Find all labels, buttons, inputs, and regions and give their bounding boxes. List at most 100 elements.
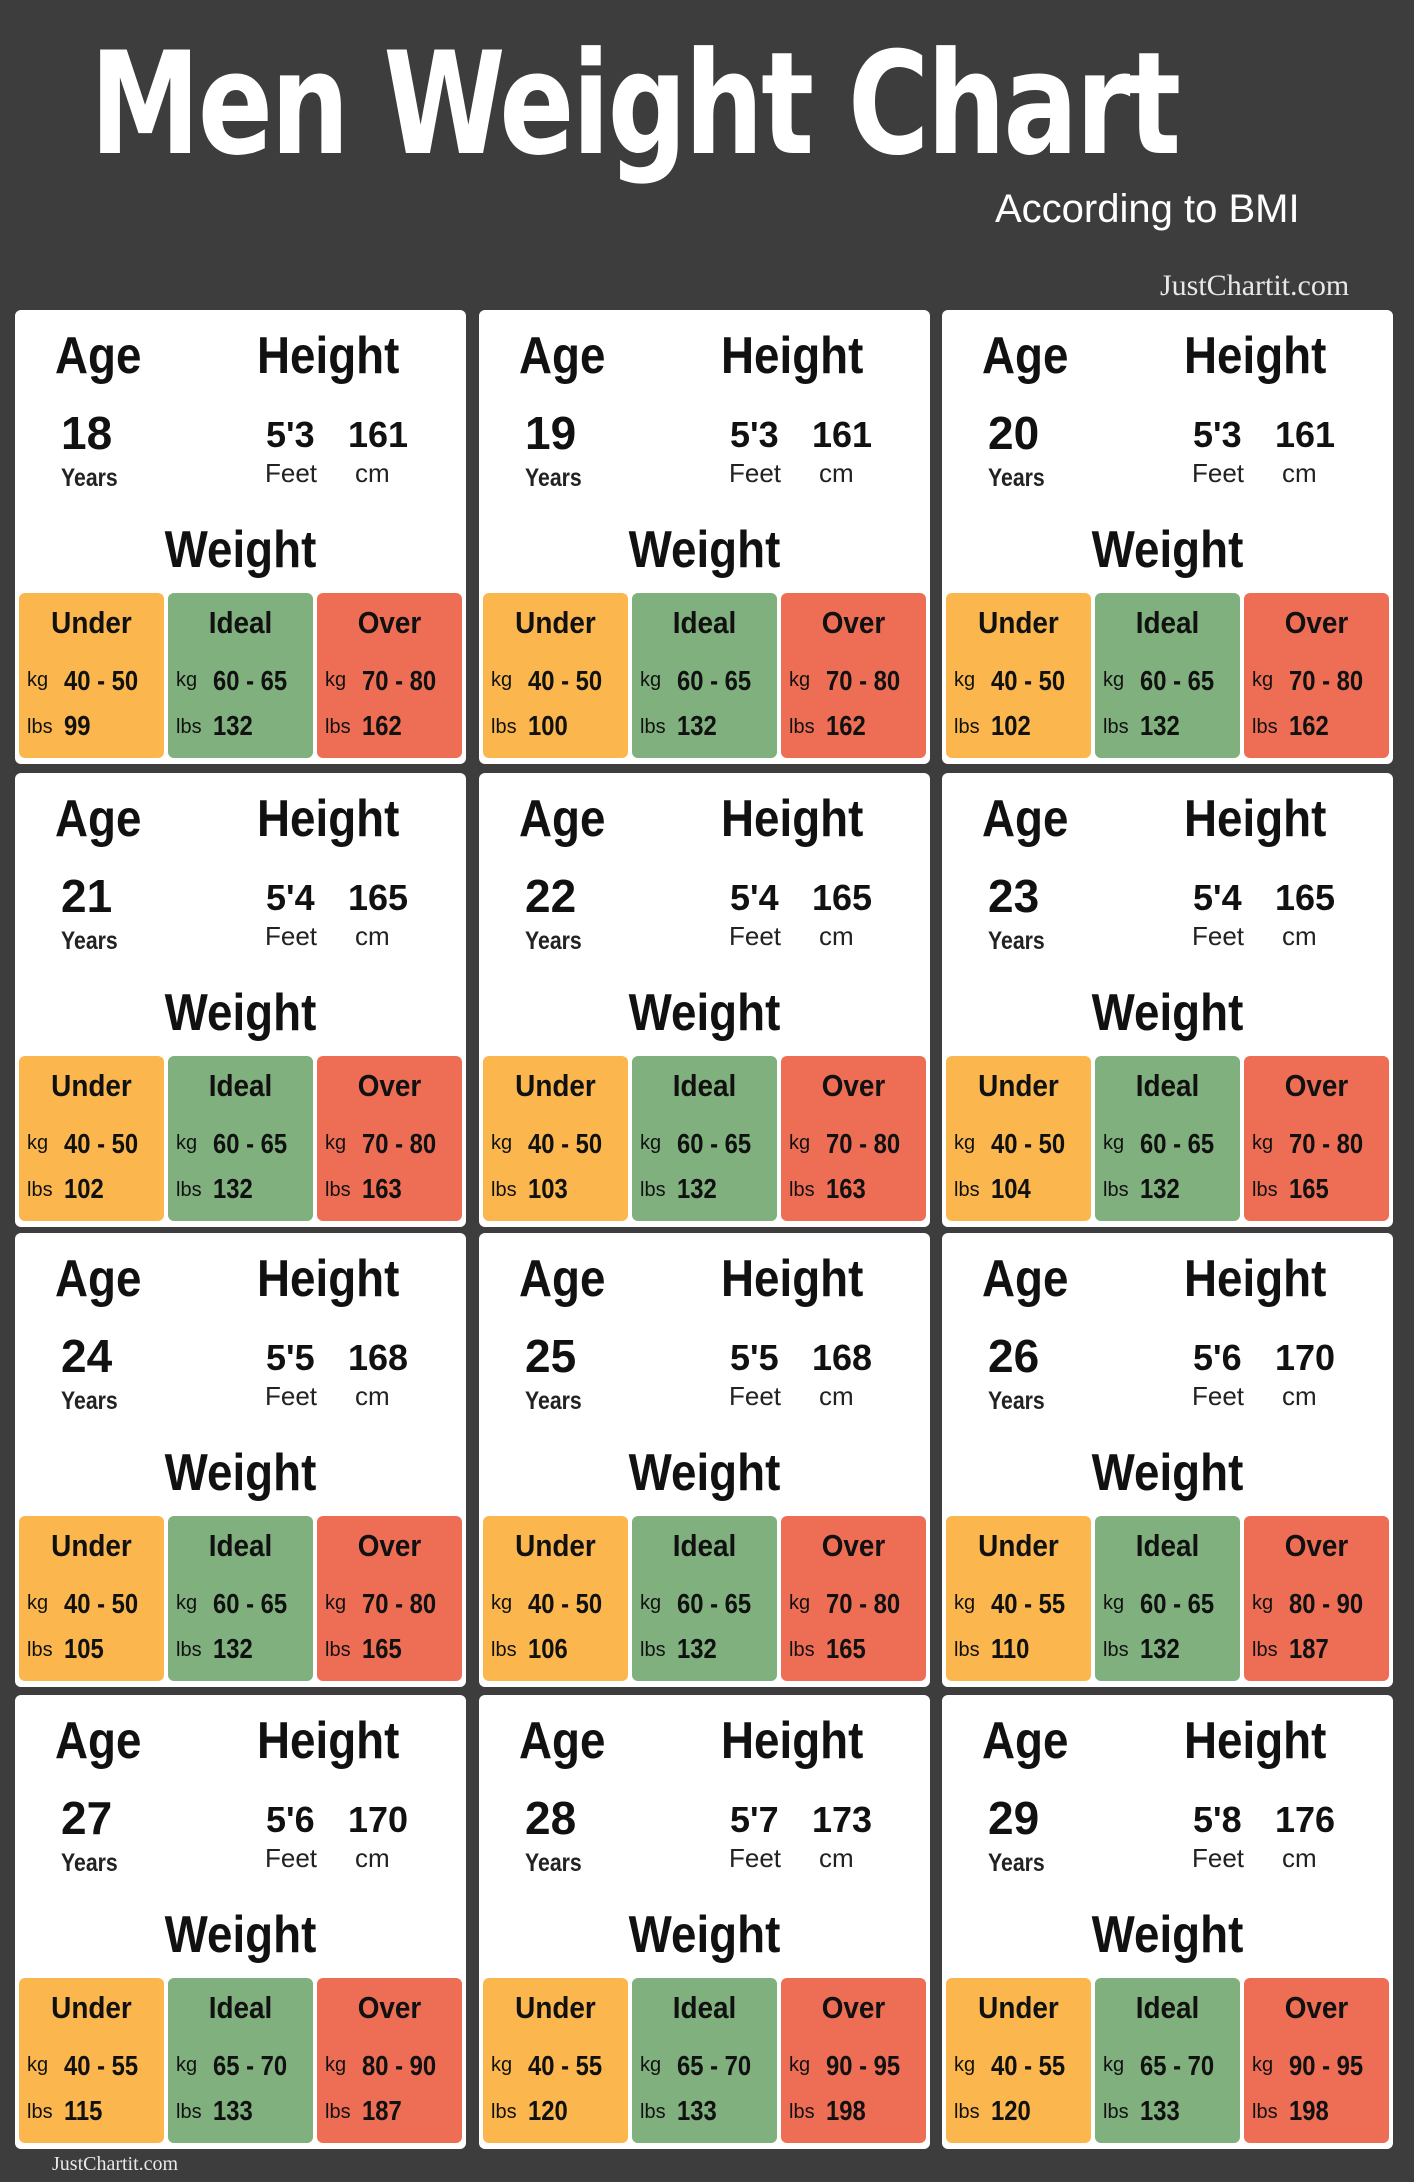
lbs-value: 162 bbox=[826, 710, 866, 741]
height-label: Height bbox=[1184, 1712, 1327, 1770]
category-label: Under bbox=[51, 1068, 132, 1103]
kg-unit: kg bbox=[176, 2054, 198, 2076]
cm-label: cm bbox=[819, 921, 854, 951]
age-label: Age bbox=[55, 327, 142, 385]
height-cm-value: 173 bbox=[812, 1799, 873, 1840]
lbs-value: 132 bbox=[213, 710, 253, 741]
lbs-unit: lbs bbox=[325, 2101, 351, 2123]
age-card: Age Height 22 Years 5'4 165 Feet cm Weight Under k… bbox=[479, 773, 930, 1227]
category-label: Under bbox=[51, 1990, 132, 2025]
weight-box-under: Under kg 40 - 50 lbs 99 bbox=[19, 593, 164, 758]
weight-box-over: Over kg 70 - 80 lbs 165 bbox=[317, 1516, 462, 1681]
kg-range: 40 - 50 bbox=[64, 1588, 139, 1619]
height-feet-value: 5'3 bbox=[730, 414, 779, 455]
weight-box-over: Over kg 70 - 80 lbs 165 bbox=[1244, 1056, 1389, 1221]
kg-unit: kg bbox=[176, 669, 198, 691]
kg-unit: kg bbox=[640, 669, 662, 691]
feet-label: Feet bbox=[1192, 1843, 1245, 1873]
weight-box-over: Over kg 90 - 95 lbs 198 bbox=[781, 1978, 926, 2143]
category-label: Over bbox=[821, 1528, 886, 1563]
feet-label: Feet bbox=[265, 458, 318, 488]
lbs-unit: lbs bbox=[1252, 716, 1278, 738]
brand-watermark-top: JustChartit.com bbox=[1160, 269, 1350, 302]
kg-unit: kg bbox=[954, 1132, 976, 1154]
height-cm-value: 165 bbox=[348, 877, 409, 918]
lbs-unit: lbs bbox=[1103, 716, 1129, 738]
lbs-unit: lbs bbox=[954, 716, 980, 738]
kg-unit: kg bbox=[325, 2054, 347, 2076]
lbs-value: 132 bbox=[1140, 1633, 1180, 1664]
weight-label: Weight bbox=[1091, 984, 1244, 1042]
kg-unit: kg bbox=[27, 2054, 49, 2076]
kg-unit: kg bbox=[954, 1592, 976, 1614]
kg-range: 40 - 50 bbox=[991, 1128, 1066, 1159]
height-cm-value: 161 bbox=[1275, 414, 1336, 455]
age-value: 29 bbox=[988, 1792, 1040, 1844]
kg-range: 70 - 80 bbox=[1289, 1128, 1364, 1159]
lbs-value: 100 bbox=[528, 710, 568, 741]
kg-range: 90 - 95 bbox=[826, 2050, 901, 2081]
category-label: Over bbox=[357, 605, 422, 640]
weight-box-over: Over kg 70 - 80 lbs 163 bbox=[317, 1056, 462, 1221]
age-label: Age bbox=[519, 1250, 606, 1308]
kg-range: 60 - 65 bbox=[677, 665, 752, 696]
weight-label: Weight bbox=[1091, 521, 1244, 579]
weight-box-under: Under kg 40 - 50 lbs 102 bbox=[946, 593, 1091, 758]
category-label: Over bbox=[357, 1990, 422, 2025]
weight-label: Weight bbox=[1091, 1444, 1244, 1502]
lbs-unit: lbs bbox=[27, 2101, 53, 2123]
height-feet-value: 5'4 bbox=[266, 877, 315, 918]
kg-range: 80 - 90 bbox=[1289, 1588, 1364, 1619]
height-cm-value: 165 bbox=[1275, 877, 1336, 918]
weight-box-ideal: Ideal kg 65 - 70 lbs 133 bbox=[632, 1978, 777, 2143]
lbs-unit: lbs bbox=[176, 2101, 202, 2123]
category-label: Over bbox=[357, 1068, 422, 1103]
kg-unit: kg bbox=[789, 1132, 811, 1154]
years-label: Years bbox=[525, 1849, 582, 1877]
weight-box-under: Under kg 40 - 50 lbs 100 bbox=[483, 593, 628, 758]
age-card: Age Height 19 Years 5'3 161 Feet cm Weight Under k… bbox=[479, 310, 930, 764]
lbs-unit: lbs bbox=[640, 716, 666, 738]
height-feet-value: 5'4 bbox=[730, 877, 779, 918]
lbs-unit: lbs bbox=[789, 1639, 815, 1661]
weight-box-ideal: Ideal kg 60 - 65 lbs 132 bbox=[632, 593, 777, 758]
years-label: Years bbox=[988, 1387, 1045, 1415]
category-label: Under bbox=[51, 1528, 132, 1563]
cm-label: cm bbox=[355, 458, 390, 488]
lbs-value: 132 bbox=[213, 1633, 253, 1664]
page-subtitle: According to BMI bbox=[995, 187, 1300, 231]
lbs-unit: lbs bbox=[640, 2101, 666, 2123]
weight-box-ideal: Ideal kg 60 - 65 lbs 132 bbox=[1095, 593, 1240, 758]
weight-box-under: Under kg 40 - 50 lbs 104 bbox=[946, 1056, 1091, 1221]
feet-label: Feet bbox=[1192, 458, 1245, 488]
weight-box-over: Over kg 70 - 80 lbs 162 bbox=[1244, 593, 1389, 758]
kg-range: 40 - 50 bbox=[991, 665, 1066, 696]
age-card: Age Height 20 Years 5'3 161 Feet cm Weight Under k… bbox=[942, 310, 1393, 764]
age-label: Age bbox=[55, 1250, 142, 1308]
height-label: Height bbox=[1184, 1250, 1327, 1308]
lbs-unit: lbs bbox=[640, 1179, 666, 1201]
kg-range: 60 - 65 bbox=[1140, 665, 1215, 696]
category-label: Ideal bbox=[1135, 605, 1200, 640]
weight-box-over: Over kg 90 - 95 lbs 198 bbox=[1244, 1978, 1389, 2143]
lbs-unit: lbs bbox=[789, 2101, 815, 2123]
lbs-unit: lbs bbox=[491, 1639, 517, 1661]
lbs-value: 102 bbox=[64, 1173, 104, 1204]
feet-label: Feet bbox=[729, 921, 782, 951]
weight-label: Weight bbox=[1091, 1906, 1244, 1964]
kg-range: 60 - 65 bbox=[1140, 1128, 1215, 1159]
category-label: Under bbox=[515, 1528, 596, 1563]
category-label: Ideal bbox=[672, 1068, 737, 1103]
kg-unit: kg bbox=[1252, 1132, 1274, 1154]
lbs-value: 132 bbox=[677, 1173, 717, 1204]
lbs-value: 102 bbox=[991, 710, 1031, 741]
kg-unit: kg bbox=[1252, 1592, 1274, 1614]
lbs-value: 133 bbox=[677, 2095, 717, 2126]
kg-unit: kg bbox=[789, 2054, 811, 2076]
kg-unit: kg bbox=[325, 1132, 347, 1154]
lbs-unit: lbs bbox=[491, 1179, 517, 1201]
age-label: Age bbox=[519, 1712, 606, 1770]
lbs-unit: lbs bbox=[954, 1639, 980, 1661]
lbs-value: 120 bbox=[991, 2095, 1031, 2126]
category-label: Under bbox=[978, 605, 1059, 640]
